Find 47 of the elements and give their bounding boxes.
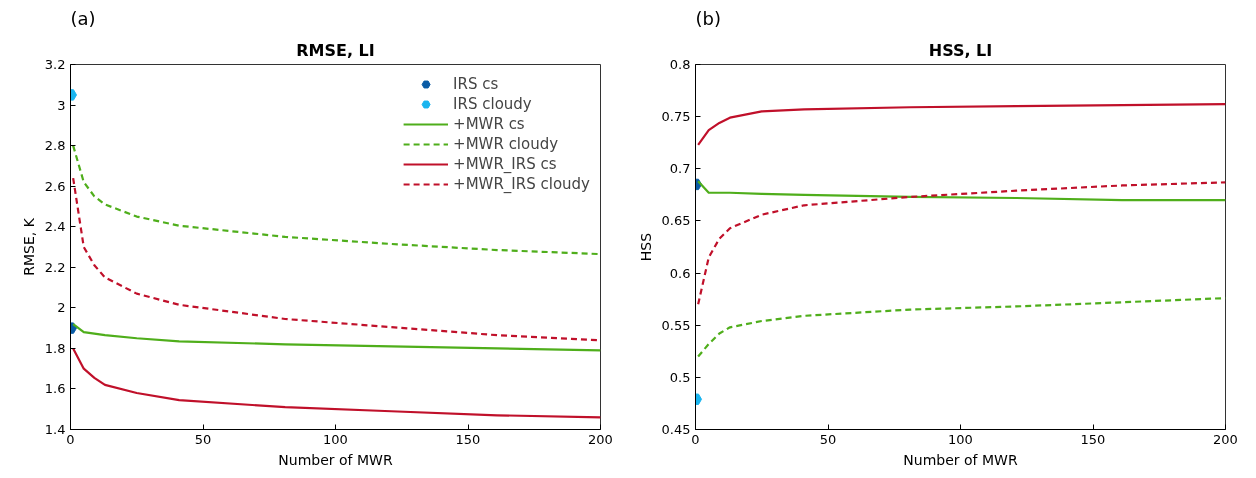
x-tick-label: 50 [819,431,837,447]
line-series [697,180,1226,202]
x-tick-label: 200 [1213,431,1238,447]
y-tick-label: 3 [57,97,66,113]
y-tick-label: 2.4 [44,219,66,235]
y-tick-label: 0.6 [669,265,691,281]
chart-title: RMSE, LI [296,40,375,60]
y-axis-title: RMSE, K [20,217,37,276]
line-series [72,322,601,352]
x-tick-label: 100 [948,431,973,447]
legend-label: IRS cs [453,75,499,93]
x-tick-label: 50 [194,431,212,447]
line-series [697,103,1226,146]
text: (b) [695,7,721,29]
text: (a) [70,7,96,29]
x-tick-label: 0 [66,431,75,447]
x-tick-label: 100 [323,431,348,447]
y-tick-label: 2.8 [44,138,66,154]
y-tick-label: 0.45 [661,422,691,437]
y-axis-title: HSS [637,232,654,262]
y-tick-label: 0.7 [669,161,691,177]
y-tick-label: 2 [57,300,66,316]
y-tick-label: 0.8 [669,57,691,72]
x-axis-title: Number of MWR [903,451,1018,468]
chart-title: HSS, LI [928,40,993,60]
y-tick-label: 0.65 [661,213,691,229]
line-series [72,347,601,419]
y-tick-label: 2.6 [44,178,66,194]
y-tick-label: 2.2 [44,259,66,275]
y-tick-label: 1.8 [44,340,66,356]
y-tick-label: 1.6 [44,381,66,397]
y-tick-label: 3.2 [44,57,66,72]
x-tick-label: 150 [455,431,481,447]
y-tick-label: 0.5 [669,369,691,385]
x-tick-label: 200 [588,431,613,447]
y-tick-label: 1.4 [44,422,66,437]
line-series [697,181,1226,306]
legend-label: +MWR_IRS cs [453,155,557,173]
y-tick-label: 0.75 [661,109,691,125]
y-tick-label: 0.55 [661,317,691,333]
x-axis-title: Number of MWR [278,451,393,468]
legend-label: IRS cloudy [453,95,532,113]
x-tick-label: 150 [1080,431,1106,447]
legend-label: +MWR cs [453,115,525,133]
x-tick-label: 0 [691,431,700,447]
legend-label: +MWR cloudy [453,135,559,153]
legend-label: +MWR_IRS cloudy [453,175,590,193]
